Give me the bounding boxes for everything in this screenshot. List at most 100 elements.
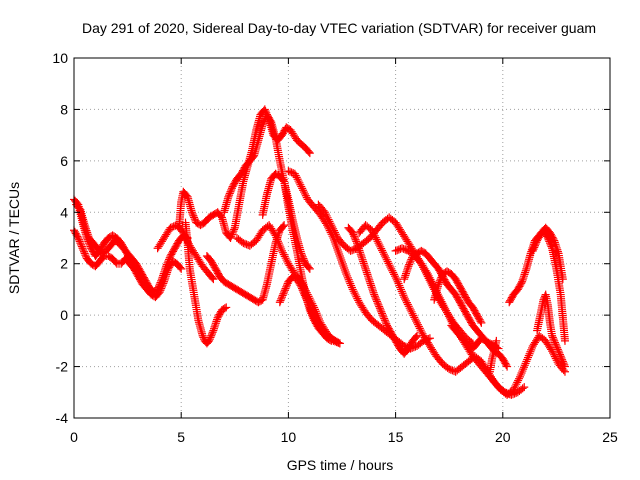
data-point — [372, 295, 381, 304]
data-point — [335, 250, 344, 258]
data-point — [190, 215, 199, 224]
data-point — [345, 277, 354, 286]
data-point — [340, 264, 349, 272]
data-point — [476, 317, 485, 326]
data-point — [390, 272, 399, 281]
data-point — [225, 189, 234, 198]
data-point — [354, 244, 363, 253]
data-point — [326, 219, 335, 228]
data-point — [279, 250, 288, 259]
data-point — [427, 277, 436, 286]
data-point — [77, 240, 86, 249]
data-point — [438, 299, 447, 308]
data-point — [428, 279, 437, 288]
data-point — [300, 256, 309, 265]
data-point — [374, 300, 383, 309]
data-point — [443, 308, 452, 317]
data-point — [344, 275, 353, 284]
data-point — [337, 256, 346, 264]
data-point — [302, 294, 311, 303]
data-point — [396, 285, 405, 294]
data-point — [357, 252, 366, 260]
data-point — [550, 238, 559, 247]
data-marks — [70, 105, 569, 399]
data-point — [189, 211, 198, 220]
data-point — [415, 324, 424, 333]
data-point — [519, 365, 528, 374]
data-point — [551, 240, 560, 249]
data-point — [528, 246, 537, 255]
data-point — [300, 189, 309, 198]
x-tick-label: 25 — [602, 429, 618, 445]
data-point — [306, 305, 315, 314]
data-point — [334, 248, 343, 256]
y-tick-label: 10 — [52, 50, 68, 66]
data-point — [552, 242, 561, 251]
data-point — [331, 230, 340, 239]
data-point — [422, 268, 431, 277]
data-point — [292, 173, 301, 182]
data-point — [477, 318, 486, 327]
data-point — [162, 260, 171, 269]
x-tick-label: 10 — [281, 429, 297, 445]
data-point — [548, 331, 557, 340]
data-point — [351, 290, 360, 299]
data-point — [366, 279, 375, 288]
data-point — [559, 359, 568, 368]
data-point — [352, 237, 361, 246]
data-point — [280, 288, 289, 296]
data-point — [406, 257, 415, 266]
data-point — [353, 240, 362, 249]
data-point — [298, 184, 307, 193]
data-point — [74, 234, 83, 242]
data-point — [360, 261, 369, 270]
data-point — [354, 296, 363, 305]
data-point — [381, 253, 390, 262]
data-point — [364, 272, 373, 281]
data-point — [368, 286, 377, 295]
data-point — [502, 361, 511, 370]
data-point — [283, 257, 292, 266]
data-point — [340, 266, 349, 274]
data-point — [81, 224, 90, 233]
data-point — [403, 265, 412, 274]
data-point — [369, 229, 378, 238]
data-point — [526, 347, 535, 356]
data-point — [400, 275, 409, 284]
data-point — [380, 316, 389, 325]
data-point — [299, 186, 308, 195]
data-point — [350, 232, 359, 241]
data-point — [552, 356, 561, 365]
y-tick-label: 0 — [60, 307, 68, 323]
data-point — [207, 331, 216, 340]
data-point — [276, 243, 285, 251]
data-point — [154, 283, 163, 292]
data-point — [402, 267, 411, 276]
data-point — [300, 188, 309, 197]
data-point — [320, 208, 329, 217]
data-point — [211, 319, 220, 328]
data-point — [524, 351, 533, 360]
data-point — [407, 255, 416, 264]
data-point — [76, 239, 85, 248]
data-point — [401, 271, 410, 280]
data-point — [368, 285, 377, 294]
data-point — [363, 270, 372, 279]
data-point — [298, 252, 307, 261]
data-point — [402, 296, 411, 305]
data-point — [325, 217, 334, 226]
data-point — [78, 244, 87, 253]
data-point — [389, 268, 398, 277]
data-point — [297, 284, 306, 293]
data-point — [410, 313, 419, 322]
data-point — [401, 294, 410, 303]
data-point — [330, 226, 339, 235]
data-point — [160, 265, 169, 274]
data-point — [199, 333, 208, 342]
data-point — [273, 237, 282, 246]
data-point — [520, 361, 529, 370]
data-point — [260, 117, 269, 126]
data-point — [560, 360, 569, 369]
data-point — [271, 231, 280, 240]
